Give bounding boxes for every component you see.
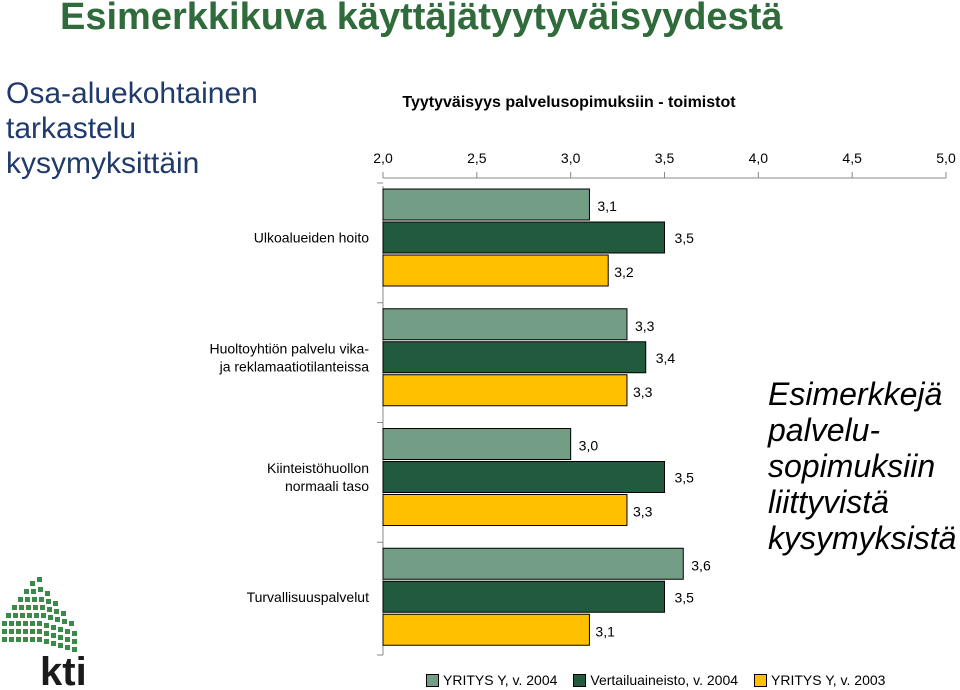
bar-value-label: 3,3 <box>635 318 655 334</box>
x-tick-label: 2,5 <box>467 150 487 166</box>
legend-label: Vertailuaineisto, v. 2004 <box>590 672 739 688</box>
bar-value-label: 3,2 <box>614 264 634 280</box>
x-tick-label: 3,0 <box>561 150 581 166</box>
category-label: Kiinteistöhuollon <box>267 460 369 476</box>
category-label: Huoltoyhtiön palvelu vika- <box>209 340 369 356</box>
bar-value-label: 3,1 <box>595 623 615 639</box>
legend-label: YRITYS Y, v. 2004 <box>443 672 558 688</box>
legend-item-vertailuaineisto-2004: Vertailuaineisto, v. 2004 <box>573 672 738 688</box>
bar-value-label: 3,0 <box>579 438 599 454</box>
bar <box>382 254 609 287</box>
section-subtitle: Osa-aluekohtainen tarkastelu kysymyksitt… <box>6 77 258 180</box>
x-tick-label: 3,5 <box>655 150 675 166</box>
legend-swatch <box>426 673 439 687</box>
category-label: normaali taso <box>285 478 369 494</box>
bar-value-label: 3,6 <box>691 557 711 573</box>
bar-value-label: 3,3 <box>633 384 653 400</box>
legend-swatch <box>573 673 587 687</box>
category-label: Turvallisuuspalvelut <box>247 589 370 605</box>
bar <box>382 221 665 254</box>
category-label: Ulkoalueiden hoito <box>254 230 369 246</box>
bar-value-label: 3,5 <box>675 470 695 486</box>
chart-legend: YRITYS Y, v. 2004 Vertailuaineisto, v. 2… <box>426 672 901 688</box>
page-title: Esimerkkikuva käyttäjätyytyväisyydestä <box>60 0 783 38</box>
x-tick-label: 4,0 <box>749 150 769 166</box>
bar <box>382 613 590 646</box>
kti-logo: kti <box>2 577 87 690</box>
legend-item-yritys-2004: YRITYS Y, v. 2004 <box>426 672 557 688</box>
x-tick-label: 4,5 <box>842 150 862 166</box>
legend-swatch <box>754 673 768 687</box>
bar <box>382 374 628 407</box>
bar <box>382 494 628 526</box>
logo-building-grid <box>2 577 77 652</box>
bar <box>382 341 647 374</box>
bar <box>382 461 665 493</box>
bar-value-label: 3,3 <box>633 504 653 520</box>
bar <box>382 188 590 221</box>
x-tick-label: 5,0 <box>936 150 956 166</box>
bar-value-label: 3,5 <box>675 230 695 246</box>
x-tick-label: 2,0 <box>373 150 393 166</box>
bar <box>382 428 572 460</box>
category-axis: Ulkoalueiden hoito Huoltoyhtiön palvelu v… <box>209 230 369 605</box>
examples-note: Esimerkkejä palvelu-sopimuksiin liittyvi… <box>768 376 957 556</box>
bar-value-label: 3,1 <box>597 198 617 214</box>
bar-value-label: 3,4 <box>656 350 676 366</box>
bar-series-group: 3,13,53,23,33,43,33,03,53,33,63,53,1 <box>382 188 711 646</box>
legend-item-yritys-2003: YRITYS Y, v. 2003 <box>754 672 885 688</box>
bar-value-label: 3,5 <box>675 589 695 605</box>
chart-title: Tyytyväisyys palvelusopimuksiin - toimis… <box>402 94 736 111</box>
logo-text: kti <box>40 650 87 690</box>
legend-label: YRITYS Y, v. 2003 <box>771 672 886 688</box>
bar <box>382 308 628 341</box>
bar <box>382 580 665 613</box>
bar <box>382 547 684 580</box>
category-label: ja reklamaatiotilanteissa <box>219 358 370 374</box>
